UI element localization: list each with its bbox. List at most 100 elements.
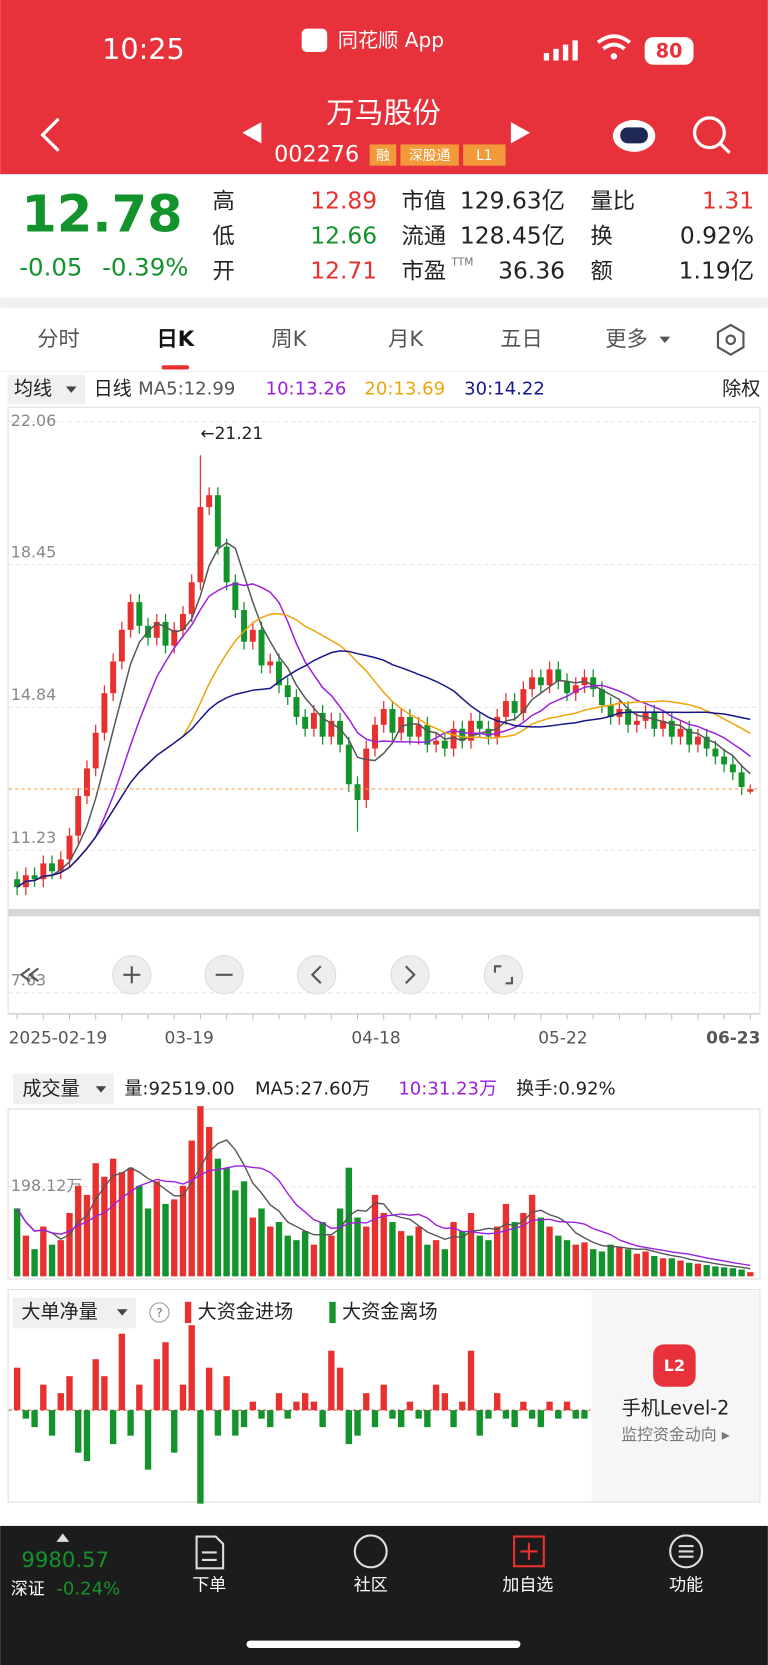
- flow-bar: [197, 1410, 204, 1504]
- volume-bar: [328, 1235, 335, 1277]
- candle-body: [214, 495, 221, 547]
- flow-bar: [153, 1359, 160, 1411]
- volume-ma10: 10:31.23万: [398, 1078, 497, 1099]
- tab[interactable]: 更多: [605, 327, 647, 352]
- help-icon[interactable]: [149, 1302, 170, 1323]
- candle-body: [372, 724, 378, 749]
- prev-stock[interactable]: [242, 122, 262, 144]
- scroll-right[interactable]: [390, 955, 430, 995]
- flow-bar: [223, 1376, 230, 1411]
- volume-bar: [572, 1244, 579, 1277]
- candle-body: [284, 685, 291, 698]
- scroll-left[interactable]: [296, 955, 337, 995]
- settings-icon[interactable]: [716, 323, 745, 356]
- tab[interactable]: 五日: [500, 327, 542, 352]
- nav-community[interactable]: 社区: [354, 1575, 388, 1595]
- ma-legend: MA5:12.99 10:13.26 20:13.69 30:14.22: [138, 379, 545, 400]
- candle-body: [92, 732, 99, 769]
- volume-ma-line: [16, 1139, 751, 1270]
- clock: 10:25: [102, 32, 185, 66]
- fullscreen[interactable]: [483, 955, 524, 995]
- flow-bar: [284, 1410, 291, 1419]
- search-icon[interactable]: [693, 116, 726, 150]
- index-change: -0.24%: [56, 1579, 120, 1600]
- candle-body: [633, 720, 640, 725]
- flow-menu[interactable]: [12, 1297, 137, 1329]
- tags: 融 深股通 L1: [369, 144, 506, 166]
- stat-value: 12.71: [310, 256, 377, 284]
- candle-body: [153, 621, 160, 638]
- promo-title: 手机Level-2: [622, 1397, 730, 1420]
- flow-bar: [92, 1359, 99, 1411]
- change-pct: -0.39%: [102, 253, 188, 282]
- volume-bar: [101, 1176, 108, 1277]
- candle-body: [424, 724, 431, 745]
- tab[interactable]: 日K: [157, 327, 196, 352]
- flow-bar: [83, 1410, 91, 1462]
- candle-body: [694, 736, 701, 745]
- volume-bar: [397, 1231, 405, 1277]
- volume-bar: [284, 1235, 291, 1277]
- search-handle: [718, 142, 731, 155]
- flow-bar: [441, 1393, 449, 1411]
- nav-watchlist[interactable]: 加自选: [502, 1575, 553, 1595]
- candle-body: [668, 720, 675, 737]
- tab[interactable]: 周K: [271, 327, 307, 352]
- candle-body: [319, 712, 326, 737]
- period-label: 日线: [94, 377, 132, 400]
- volume-menu[interactable]: [12, 1073, 114, 1105]
- candle-body: [118, 629, 125, 662]
- volume-bar: [83, 1194, 91, 1277]
- promo-subtitle: 监控资金动向 ▸: [621, 1425, 729, 1444]
- candle-body: [267, 661, 274, 666]
- candle-body: [188, 582, 195, 614]
- flow-bar: [249, 1401, 256, 1411]
- volume-bar: [694, 1263, 702, 1277]
- fq-label[interactable]: 除权: [722, 377, 760, 400]
- index-value: 9980.57: [21, 1548, 109, 1573]
- tab[interactable]: 月K: [388, 327, 424, 352]
- help-mark: ?: [156, 1306, 163, 1321]
- candle-body: [328, 720, 335, 737]
- change: -0.05: [19, 253, 82, 282]
- candle-body: [136, 602, 143, 626]
- stat-label: 量比: [591, 188, 636, 214]
- volume-bar: [371, 1194, 379, 1277]
- more-caret: [659, 336, 671, 343]
- volume-bar: [677, 1260, 684, 1277]
- collapse[interactable]: [19, 967, 40, 983]
- home-indicator: [246, 1640, 521, 1649]
- nav-order[interactable]: 下单: [192, 1575, 226, 1595]
- candle-body: [14, 879, 21, 888]
- next-stock[interactable]: [510, 122, 531, 144]
- candle-body: [380, 708, 387, 725]
- volume-bar: [467, 1212, 475, 1277]
- flow-bar: [75, 1410, 82, 1453]
- volume-bar: [590, 1249, 597, 1277]
- signal: [543, 40, 578, 61]
- ma-line: [16, 541, 751, 888]
- promo[interactable]: [591, 1291, 760, 1502]
- legend-in: 大资金进场: [198, 1300, 294, 1323]
- volume-now: 量:92519.00: [124, 1078, 234, 1099]
- tab[interactable]: 分时: [37, 327, 79, 352]
- flow-bar: [118, 1333, 126, 1411]
- index-name: 深证: [11, 1580, 45, 1600]
- volume-bar: [720, 1267, 728, 1277]
- flow-bar: [432, 1384, 440, 1411]
- candle-body: [101, 693, 108, 733]
- volume-bar: [267, 1226, 274, 1277]
- back-button[interactable]: [40, 117, 60, 152]
- nav-functions[interactable]: 功能: [669, 1575, 703, 1595]
- volume-bar: [240, 1181, 248, 1277]
- wifi: [596, 34, 631, 51]
- candle-body: [57, 859, 64, 872]
- candle-body: [415, 724, 422, 737]
- volume-frame: [7, 1108, 761, 1280]
- volume-bar: [459, 1231, 466, 1277]
- candle-body: [660, 720, 667, 729]
- volume-bar: [293, 1240, 300, 1277]
- volume-bar: [22, 1235, 30, 1277]
- flow-frame: [7, 1289, 761, 1503]
